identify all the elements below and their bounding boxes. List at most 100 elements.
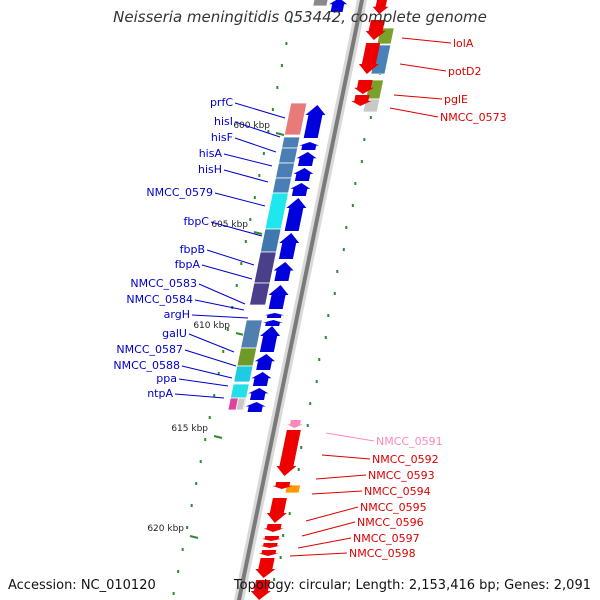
gc-dot-left bbox=[289, 20, 292, 23]
gc-dot-right bbox=[345, 226, 348, 229]
scale-tick-label: 600 kbp bbox=[233, 121, 270, 131]
label-leader-line bbox=[393, 94, 443, 100]
minus-strand-gene-arrow bbox=[351, 95, 372, 106]
gc-dot-right bbox=[282, 534, 285, 537]
label-leader-line bbox=[234, 102, 286, 119]
gc-dot-right bbox=[288, 512, 291, 515]
gene-label-left: NMCC_0587 bbox=[116, 343, 183, 356]
scale-tick-label: 605 kbp bbox=[211, 220, 248, 230]
gene-label-left: hisA bbox=[199, 147, 223, 160]
label-leader-line bbox=[399, 63, 447, 72]
label-leader-lines bbox=[174, 37, 452, 557]
gc-dot-right bbox=[273, 578, 276, 581]
gc-dot-right bbox=[306, 424, 309, 427]
label-leader-line bbox=[301, 521, 356, 537]
minus-strand-gene-arrow bbox=[272, 482, 293, 489]
label-leader-line bbox=[223, 153, 273, 167]
gc-dot-right bbox=[336, 270, 339, 273]
minus-strand-gene-arrow bbox=[354, 80, 375, 94]
minus-strand-gene-arrow bbox=[358, 43, 381, 74]
scale-tick-label: 620 kbp bbox=[147, 524, 184, 534]
map-title: Neisseria meningitidis 053442, complete … bbox=[113, 8, 487, 26]
genome-backbone bbox=[233, 0, 368, 600]
gc-dot-right bbox=[363, 138, 366, 141]
plus-strand-gene-arrow bbox=[262, 320, 283, 326]
category-block-left bbox=[275, 162, 296, 179]
gc-dot-right bbox=[369, 116, 372, 119]
plus-strand-gene-arrow bbox=[259, 326, 281, 352]
plus-strand-gene-arrow bbox=[303, 105, 326, 138]
label-leader-line bbox=[210, 221, 263, 237]
category-block-left bbox=[259, 228, 282, 253]
minus-strand-gene-arrow bbox=[255, 558, 276, 578]
label-leader-line bbox=[311, 490, 363, 495]
gc-dot-right bbox=[315, 380, 318, 383]
gene-label-left: hisI bbox=[214, 115, 233, 128]
gene-arrows bbox=[245, 0, 389, 600]
gc-dot-left bbox=[204, 438, 207, 441]
minus-strand-gene-arrow bbox=[365, 20, 386, 40]
gene-label-left: galU bbox=[162, 327, 187, 340]
gene-label-left: ppa bbox=[156, 372, 177, 385]
plus-strand-gene-arrow bbox=[290, 183, 311, 196]
gc-dot-right bbox=[300, 446, 303, 449]
label-leader-line bbox=[206, 249, 255, 266]
plus-strand-gene-arrow bbox=[278, 233, 300, 259]
category-block-left bbox=[283, 102, 308, 136]
gene-label-left: hisH bbox=[198, 163, 222, 176]
category-block-left bbox=[281, 136, 301, 149]
gc-dot-left bbox=[181, 548, 184, 551]
category-block-left bbox=[248, 282, 271, 306]
plus-strand-gene-arrow bbox=[329, 0, 348, 12]
category-block-left bbox=[264, 192, 289, 230]
category-block-left bbox=[229, 383, 250, 399]
label-leader-line bbox=[223, 169, 269, 183]
label-leader-line bbox=[191, 314, 249, 319]
gene-label-right: NMCC_0573 bbox=[440, 111, 507, 124]
label-leader-line bbox=[188, 333, 235, 353]
gene-label-left: fbpA bbox=[175, 258, 201, 271]
label-leader-line bbox=[201, 264, 253, 280]
gene-label-right: NMCC_0597 bbox=[353, 532, 420, 545]
gene-label-left: argH bbox=[164, 308, 190, 321]
plus-strand-gene-arrow bbox=[293, 168, 314, 181]
gc-dot-left bbox=[222, 350, 225, 353]
label-leader-line bbox=[234, 137, 277, 153]
gc-dot-tracks bbox=[172, 20, 390, 595]
plus-strand-gene-arrow bbox=[245, 402, 266, 412]
gc-dot-left bbox=[267, 130, 270, 133]
gene-label-left: fbpC bbox=[183, 215, 209, 228]
label-leader-line bbox=[214, 192, 266, 207]
plus-strand-gene-arrow bbox=[254, 354, 275, 370]
gene-label-right: NMCC_0592 bbox=[372, 453, 439, 466]
category-block-left bbox=[271, 177, 293, 194]
label-leader-line bbox=[389, 107, 439, 118]
gc-dot-left bbox=[213, 394, 216, 397]
minus-strand-gene-arrow bbox=[286, 420, 303, 428]
scale-tick-mark bbox=[235, 332, 245, 336]
gc-dot-right bbox=[327, 314, 330, 317]
plus-strand-gene-arrow bbox=[268, 285, 289, 309]
gene-label-left: prfC bbox=[210, 96, 233, 109]
plus-strand-gene-arrow bbox=[264, 313, 285, 318]
category-block-left bbox=[278, 147, 299, 164]
scale-tick-mark bbox=[253, 231, 263, 235]
gene-label-right: NMCC_0594 bbox=[364, 485, 431, 498]
gc-dot-left bbox=[240, 262, 243, 265]
scale-tick-label: 615 kbp bbox=[171, 424, 208, 434]
gc-dot-left bbox=[235, 284, 238, 287]
gene-label-right: NMCC_0596 bbox=[357, 516, 424, 529]
label-leader-line bbox=[194, 299, 245, 311]
gene-label-right: potD2 bbox=[448, 65, 482, 78]
minus-strand-gene-arrow bbox=[263, 524, 284, 532]
label-leader-line bbox=[325, 432, 375, 442]
label-leader-line bbox=[184, 349, 237, 367]
gene-label-right: NMCC_0598 bbox=[349, 547, 416, 560]
scale-tick-label: 610 kbp bbox=[193, 321, 230, 331]
gc-dot-right bbox=[333, 292, 336, 295]
plus-strand-gene-arrow bbox=[284, 198, 307, 231]
topology-text: Topology: circular; Length: 2,153,416 bp… bbox=[233, 578, 591, 593]
backbone-line bbox=[236, 0, 365, 600]
scale-tick-mark bbox=[213, 435, 223, 439]
